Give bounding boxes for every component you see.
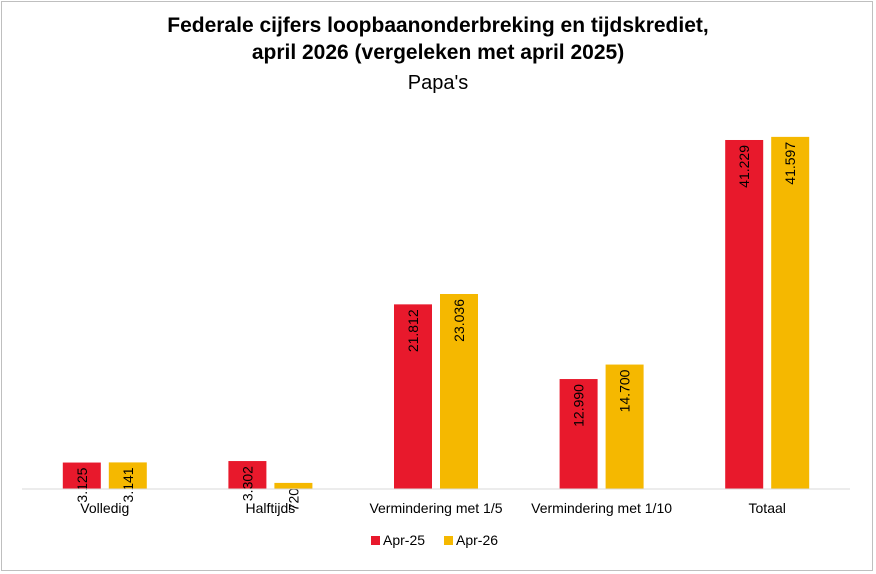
- bars-group: 3.125 3.141 3.302 720 21.812 23.036 12.990 14.7…: [62, 136, 810, 512]
- legend-label-apr-26: Apr-26: [456, 532, 498, 548]
- bar-apr-25-3: [559, 379, 598, 489]
- data-label-apr-25-3: 12.990: [571, 384, 587, 427]
- legend: Apr-25 Apr-26: [371, 532, 498, 548]
- data-label-apr-26-1: 720: [285, 488, 301, 512]
- chart-title: Federale cijfers loopbaanonderbreking en…: [167, 14, 709, 37]
- bar-apr-25-1: [228, 461, 267, 489]
- data-label-apr-25-1: 3.302: [239, 466, 255, 501]
- bar-apr-26-2: [440, 293, 478, 489]
- x-tick-label-4: Totaal: [749, 500, 786, 516]
- bar-apr-26-3: [605, 364, 644, 489]
- data-label-apr-25-4: 41.229: [736, 145, 752, 188]
- bar-apr-26-4: [771, 136, 810, 489]
- data-label-apr-26-2: 23.036: [451, 299, 467, 342]
- data-label-apr-25-0: 3.125: [74, 467, 90, 502]
- legend-swatch-apr-26: [444, 536, 453, 545]
- legend-swatch-apr-25: [371, 536, 380, 545]
- bar-apr-25-4: [725, 139, 764, 490]
- bar-apr-25-2: [394, 304, 432, 489]
- x-tick-label-3: Vermindering met 1/10: [531, 500, 672, 516]
- chart-title-line2: april 2026 (vergeleken met april 2025): [251, 41, 625, 64]
- chart-subtitle: Papa's: [407, 72, 469, 94]
- legend-label-apr-25: Apr-25: [383, 532, 425, 548]
- bar-apr-26-1: [274, 482, 313, 489]
- x-tick-label-1: Halftijds: [246, 500, 296, 516]
- data-label-apr-26-4: 41.597: [782, 142, 798, 185]
- data-label-apr-26-0: 3.141: [120, 467, 136, 502]
- data-label-apr-25-2: 21.812: [405, 309, 421, 352]
- bar-apr-25-0: [62, 462, 101, 489]
- bar-apr-26-0: [108, 462, 147, 489]
- x-tick-labels: Volledig Halftijds Vermindering met 1/5 Ver…: [80, 500, 786, 516]
- x-tick-label-2: Vermindering met 1/5: [369, 500, 502, 516]
- data-label-apr-26-3: 14.700: [617, 369, 633, 412]
- x-tick-label-0: Volledig: [80, 500, 129, 516]
